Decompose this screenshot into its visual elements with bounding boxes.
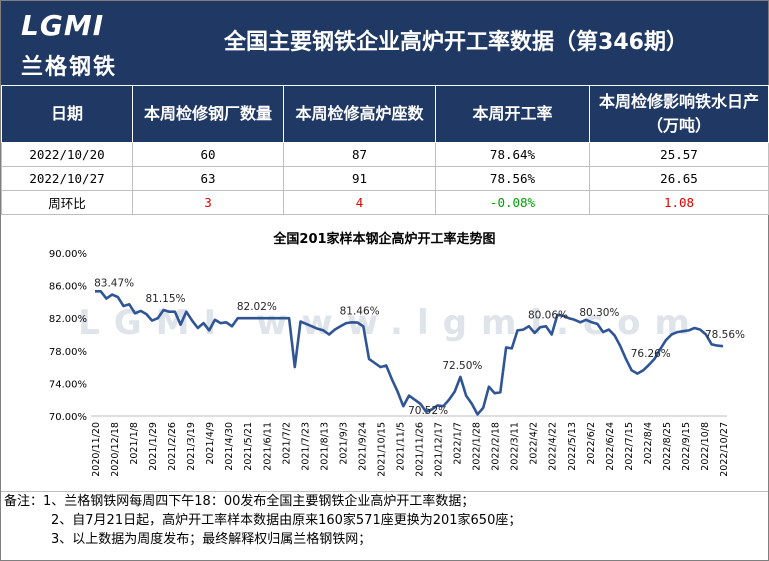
x-tick-label: 2022/10/27	[719, 422, 730, 477]
logo-subtitle: 兰格钢铁	[21, 54, 118, 80]
x-tick-label: 2021/6/11	[262, 422, 273, 471]
cell-furnaces: 91	[283, 166, 436, 191]
cell-change-label: 周环比	[1, 190, 133, 215]
col-header-output: 本周检修影响铁水日产（万吨）	[589, 85, 769, 143]
x-tick-label: 2022/5/13	[567, 422, 578, 471]
x-tick-label: 2022/3/11	[510, 422, 521, 471]
trend-chart: 全国201家样本钢企高炉开工率走势图 LGMI www.lgmi.com 70.…	[1, 222, 768, 490]
data-label: 81.46%	[340, 306, 380, 318]
x-tick-label: 2021/4/9	[205, 422, 216, 465]
x-tick-label: 2022/9/15	[681, 422, 692, 471]
summary-table: 日期 本周检修钢厂数量 本周检修高炉座数 本周开工率 本周检修影响铁水日产（万吨…	[1, 85, 769, 215]
x-tick-label: 2021/9/24	[357, 422, 368, 471]
cell-change-mills: 3	[132, 190, 284, 215]
y-tick-label: 90.00%	[49, 249, 87, 260]
x-tick-label: 2021/10/15	[376, 422, 387, 477]
x-tick-label: 2021/3/19	[186, 422, 197, 471]
x-tick-label: 2021/11/5	[395, 422, 406, 471]
cell-mills: 63	[132, 166, 284, 191]
x-tick-label: 2022/4/22	[548, 422, 559, 471]
cell-mills: 60	[132, 142, 284, 167]
data-label: 82.02%	[237, 301, 277, 313]
table-row: 2022/10/27 63 91 78.56% 26.65	[1, 166, 769, 191]
report-title: 全国主要钢铁企业高炉开工率数据（第346期）	[224, 30, 688, 55]
x-tick-label: 2022/6/2	[586, 422, 597, 465]
report-header: LGMI 兰格钢铁 全国主要钢铁企业高炉开工率数据（第346期）	[1, 1, 768, 85]
data-label: 80.06%	[528, 309, 568, 321]
chart-svg: LGMI www.lgmi.com 70.00%74.00%78.00%82.0…	[49, 249, 745, 477]
note-line-2: 2、自7月21日起，高炉开工率样本数据由原来160家571座更换为201家650…	[51, 513, 522, 528]
x-tick-label: 2020/12/18	[110, 422, 121, 477]
cell-output: 26.65	[589, 166, 769, 191]
y-tick-label: 86.00%	[49, 282, 87, 293]
cell-change-output: 1.08	[589, 190, 769, 215]
x-tick-label: 2020/11/20	[91, 422, 102, 477]
col-header-furnaces: 本周检修高炉座数	[283, 85, 436, 143]
cell-date: 2022/10/27	[1, 166, 133, 191]
data-label: 80.30%	[579, 307, 619, 319]
notes-section: 备注：1、兰格钢铁网每周四下午18：00发布全国主要钢铁企业高炉开工率数据； 2…	[1, 491, 768, 549]
series-line	[95, 290, 724, 416]
cell-rate: 78.56%	[435, 166, 590, 191]
x-tick-label: 2021/12/17	[434, 422, 445, 477]
table-header-row: 日期 本周检修钢厂数量 本周检修高炉座数 本周开工率 本周检修影响铁水日产（万吨…	[1, 85, 769, 143]
data-label: 70.52%	[408, 405, 448, 417]
y-tick-label: 74.00%	[49, 379, 87, 390]
col-header-date: 日期	[1, 85, 133, 143]
x-tick-label: 2021/8/13	[319, 422, 330, 471]
cell-date: 2022/10/20	[1, 142, 133, 167]
x-tick-label: 2021/1/8	[129, 422, 140, 465]
note-line-1: 备注：1、兰格钢铁网每周四下午18：00发布全国主要钢铁企业高炉开工率数据；	[4, 494, 475, 509]
x-tick-label: 2021/5/21	[243, 422, 254, 471]
cell-rate: 78.64%	[435, 142, 590, 167]
col-header-rate: 本周开工率	[435, 85, 590, 143]
x-tick-label: 2021/9/3	[338, 422, 349, 465]
y-tick-label: 82.00%	[49, 314, 87, 325]
x-tick-label: 2022/7/15	[624, 422, 635, 471]
note-line-3: 3、以上数据为周度发布；最终解释权归属兰格钢铁网；	[51, 532, 372, 547]
x-tick-label: 2021/7/2	[281, 422, 292, 465]
x-tick-label: 2022/1/7	[453, 422, 464, 465]
y-tick-label: 78.00%	[49, 347, 87, 358]
table-change-row: 周环比 3 4 -0.08% 1.08	[1, 190, 769, 215]
data-label: 78.56%	[705, 329, 745, 341]
x-tick-label: 2022/4/2	[529, 422, 540, 465]
col-header-mills: 本周检修钢厂数量	[132, 85, 284, 143]
data-label: 72.50%	[442, 360, 482, 372]
x-tick-label: 2021/4/30	[224, 422, 235, 471]
x-tick-label: 2021/2/26	[167, 422, 178, 471]
x-tick-label: 2022/6/24	[605, 422, 616, 471]
x-tick-label: 2022/8/25	[662, 422, 673, 471]
data-label: 81.15%	[145, 293, 185, 305]
table-row: 2022/10/20 60 87 78.64% 25.57	[1, 142, 769, 167]
cell-furnaces: 87	[283, 142, 436, 167]
x-tick-label: 2022/1/28	[472, 422, 483, 471]
x-tick-label: 2021/11/26	[415, 422, 426, 477]
chart-title: 全国201家样本钢企高炉开工率走势图	[273, 232, 496, 247]
x-tick-label: 2021/1/29	[148, 422, 159, 471]
x-tick-label: 2022/8/4	[643, 422, 654, 465]
x-tick-label: 2022/2/18	[491, 422, 502, 471]
x-tick-label: 2021/7/23	[300, 422, 311, 471]
cell-output: 25.57	[589, 142, 769, 167]
lgmi-logo: LGMI 兰格钢铁	[7, 5, 137, 81]
x-tick-label: 2022/10/8	[700, 422, 711, 471]
cell-change-rate: -0.08%	[435, 190, 590, 215]
data-label: 76.26%	[631, 348, 671, 360]
y-tick-label: 70.00%	[49, 412, 87, 423]
data-label: 83.47%	[94, 278, 134, 290]
logo-text: LGMI	[21, 9, 105, 42]
cell-change-furnaces: 4	[283, 190, 436, 215]
